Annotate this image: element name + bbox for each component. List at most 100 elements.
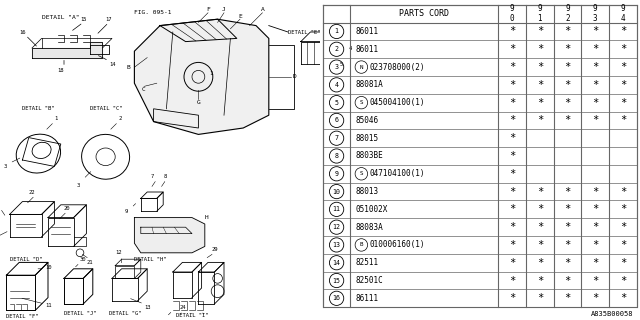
Text: *: * xyxy=(537,98,543,108)
Text: *: * xyxy=(537,80,543,90)
Text: *: * xyxy=(620,44,626,54)
Text: *: * xyxy=(537,27,543,36)
Text: E: E xyxy=(238,13,242,19)
Text: 1: 1 xyxy=(209,71,213,76)
Text: DETAIL "G": DETAIL "G" xyxy=(109,311,141,316)
Text: 2: 2 xyxy=(565,14,570,23)
Text: 11: 11 xyxy=(333,206,340,212)
Text: *: * xyxy=(592,240,598,250)
Text: DETAIL "J": DETAIL "J" xyxy=(64,311,97,316)
Text: S: S xyxy=(360,100,363,105)
Text: A835B00058: A835B00058 xyxy=(591,311,634,317)
Text: *: * xyxy=(620,258,626,268)
Text: 82511: 82511 xyxy=(355,258,378,267)
Text: DETAIL "I": DETAIL "I" xyxy=(176,313,209,318)
Text: *: * xyxy=(509,133,515,143)
Text: *: * xyxy=(537,116,543,125)
Text: *: * xyxy=(620,187,626,196)
Text: *: * xyxy=(592,222,598,232)
Text: *: * xyxy=(592,62,598,72)
Text: *: * xyxy=(509,151,515,161)
Text: N: N xyxy=(360,65,363,69)
Text: *: * xyxy=(509,80,515,90)
Text: *: * xyxy=(537,258,543,268)
Text: 8: 8 xyxy=(335,153,339,159)
Text: 15: 15 xyxy=(333,277,340,284)
Text: *: * xyxy=(620,293,626,303)
Text: 82501C: 82501C xyxy=(355,276,383,285)
Text: *: * xyxy=(509,169,515,179)
Text: C: C xyxy=(142,87,146,92)
Text: 9: 9 xyxy=(621,4,625,13)
Text: PARTS CORD: PARTS CORD xyxy=(399,9,449,18)
Text: *: * xyxy=(537,187,543,196)
Text: 3: 3 xyxy=(77,183,80,188)
Text: 88081A: 88081A xyxy=(355,80,383,89)
Text: 88015: 88015 xyxy=(355,134,378,143)
Text: 9: 9 xyxy=(335,171,339,177)
Text: DETAIL "F": DETAIL "F" xyxy=(6,314,39,319)
Text: 2: 2 xyxy=(335,46,339,52)
Text: 7: 7 xyxy=(150,173,154,179)
Text: *: * xyxy=(592,116,598,125)
Text: *: * xyxy=(564,80,571,90)
Text: DETAIL "D": DETAIL "D" xyxy=(10,257,42,262)
Text: 047104100(1): 047104100(1) xyxy=(369,169,425,178)
Text: 1: 1 xyxy=(54,116,58,121)
Text: *: * xyxy=(564,98,571,108)
Text: *: * xyxy=(564,293,571,303)
Text: 24: 24 xyxy=(179,305,186,310)
Text: *: * xyxy=(620,204,626,214)
Text: 6: 6 xyxy=(335,117,339,124)
Text: 13: 13 xyxy=(144,305,150,310)
Text: 8803BE: 8803BE xyxy=(355,151,383,161)
Text: *: * xyxy=(509,222,515,232)
Text: 3: 3 xyxy=(335,64,339,70)
Text: *: * xyxy=(564,204,571,214)
Text: 3: 3 xyxy=(3,164,6,169)
Text: *: * xyxy=(509,258,515,268)
Text: 12: 12 xyxy=(115,250,122,255)
Text: 13: 13 xyxy=(333,242,340,248)
Text: *: * xyxy=(592,293,598,303)
Text: D: D xyxy=(292,74,296,79)
Text: 10: 10 xyxy=(333,188,340,195)
Text: 88013: 88013 xyxy=(355,187,378,196)
Text: 14: 14 xyxy=(333,260,340,266)
Text: 4: 4 xyxy=(349,45,352,51)
Text: *: * xyxy=(620,276,626,285)
Text: 11: 11 xyxy=(45,303,51,308)
Text: 20: 20 xyxy=(64,205,70,211)
Text: DETAIL "A": DETAIL "A" xyxy=(42,15,79,20)
Text: *: * xyxy=(537,293,543,303)
Text: *: * xyxy=(592,80,598,90)
Text: *: * xyxy=(564,276,571,285)
Text: *: * xyxy=(592,44,598,54)
Text: *: * xyxy=(509,204,515,214)
Text: A: A xyxy=(260,7,264,12)
Text: *: * xyxy=(592,27,598,36)
Text: 22: 22 xyxy=(29,189,35,195)
Text: 045004100(1): 045004100(1) xyxy=(369,98,425,107)
Text: *: * xyxy=(564,27,571,36)
Text: DETAIL "H": DETAIL "H" xyxy=(134,257,167,262)
Text: *: * xyxy=(537,62,543,72)
Text: *: * xyxy=(564,187,571,196)
Text: *: * xyxy=(537,44,543,54)
Text: *: * xyxy=(564,258,571,268)
Text: *: * xyxy=(564,62,571,72)
Text: *: * xyxy=(509,44,515,54)
Text: *: * xyxy=(620,240,626,250)
Text: FIG. 095-1: FIG. 095-1 xyxy=(134,10,172,15)
Text: 15: 15 xyxy=(80,17,86,22)
Polygon shape xyxy=(134,218,205,253)
Text: 86011: 86011 xyxy=(355,45,378,54)
Text: 9: 9 xyxy=(510,4,515,13)
Text: 9: 9 xyxy=(593,4,598,13)
Text: S: S xyxy=(360,171,363,176)
Text: 9: 9 xyxy=(565,4,570,13)
Text: 30: 30 xyxy=(80,257,86,262)
Text: *: * xyxy=(509,116,515,125)
Text: *: * xyxy=(592,204,598,214)
Text: *: * xyxy=(509,98,515,108)
